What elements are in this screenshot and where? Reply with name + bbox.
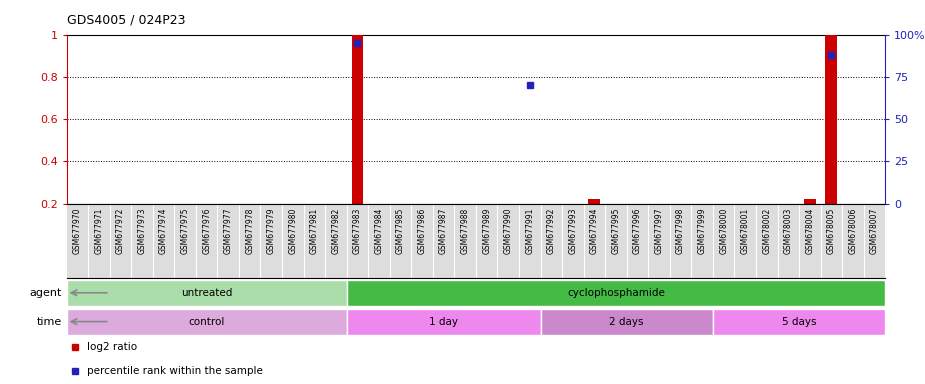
Text: GSM677975: GSM677975	[180, 207, 190, 254]
Bar	[352, 7, 364, 204]
Text: untreated: untreated	[181, 288, 232, 298]
Text: GSM677973: GSM677973	[138, 207, 146, 254]
Text: GSM677981: GSM677981	[310, 207, 319, 253]
Text: GDS4005 / 024P23: GDS4005 / 024P23	[67, 14, 185, 27]
Text: GSM677986: GSM677986	[417, 207, 426, 254]
Bar	[347, 280, 885, 306]
Text: GSM677978: GSM677978	[245, 207, 254, 254]
Text: GSM677999: GSM677999	[697, 207, 707, 254]
Bar	[67, 309, 347, 334]
Text: GSM677991: GSM677991	[525, 207, 535, 254]
Text: GSM677970: GSM677970	[73, 207, 82, 254]
Text: GSM678000: GSM678000	[719, 207, 728, 254]
Text: GSM677993: GSM677993	[568, 207, 577, 254]
Text: GSM677974: GSM677974	[159, 207, 168, 254]
Text: GSM677976: GSM677976	[203, 207, 211, 254]
Text: GSM677994: GSM677994	[590, 207, 598, 254]
Text: GSM678007: GSM678007	[870, 207, 879, 254]
Text: agent: agent	[30, 288, 62, 298]
Text: percentile rank within the sample: percentile rank within the sample	[87, 366, 263, 376]
Text: GSM677982: GSM677982	[331, 207, 340, 253]
Text: 1 day: 1 day	[429, 316, 458, 327]
Text: GSM678001: GSM678001	[741, 207, 749, 253]
Text: cyclophosphamide: cyclophosphamide	[567, 288, 665, 298]
Bar	[540, 309, 713, 334]
Text: GSM677972: GSM677972	[116, 207, 125, 254]
Text: GSM677983: GSM677983	[353, 207, 362, 254]
Text: control: control	[189, 316, 225, 327]
Text: GSM677984: GSM677984	[375, 207, 384, 254]
Text: GSM678002: GSM678002	[762, 207, 771, 253]
Text: GSM678003: GSM678003	[783, 207, 793, 254]
Text: GSM677998: GSM677998	[676, 207, 685, 254]
Bar	[825, 35, 837, 204]
Bar	[347, 309, 540, 334]
Text: GSM677996: GSM677996	[633, 207, 642, 254]
Text: GSM677990: GSM677990	[504, 207, 512, 254]
Text: GSM677980: GSM677980	[289, 207, 297, 254]
Text: GSM677985: GSM677985	[396, 207, 405, 254]
Text: GSM677979: GSM677979	[266, 207, 276, 254]
Bar	[713, 309, 885, 334]
Text: time: time	[37, 316, 62, 327]
Text: 5 days: 5 days	[782, 316, 816, 327]
Text: GSM678004: GSM678004	[806, 207, 814, 254]
Bar	[588, 199, 600, 204]
Text: 2 days: 2 days	[610, 316, 644, 327]
Text: GSM678005: GSM678005	[827, 207, 836, 254]
Bar	[67, 280, 347, 306]
Text: GSM677997: GSM677997	[655, 207, 663, 254]
Text: GSM677995: GSM677995	[611, 207, 621, 254]
Text: GSM677989: GSM677989	[482, 207, 491, 254]
Text: GSM677987: GSM677987	[439, 207, 448, 254]
Text: GSM677977: GSM677977	[224, 207, 233, 254]
Text: log2 ratio: log2 ratio	[87, 342, 137, 352]
Text: GSM678006: GSM678006	[848, 207, 857, 254]
Text: GSM677971: GSM677971	[94, 207, 104, 254]
Text: GSM677992: GSM677992	[547, 207, 556, 254]
Bar	[804, 199, 816, 204]
Text: GSM677988: GSM677988	[461, 207, 470, 253]
